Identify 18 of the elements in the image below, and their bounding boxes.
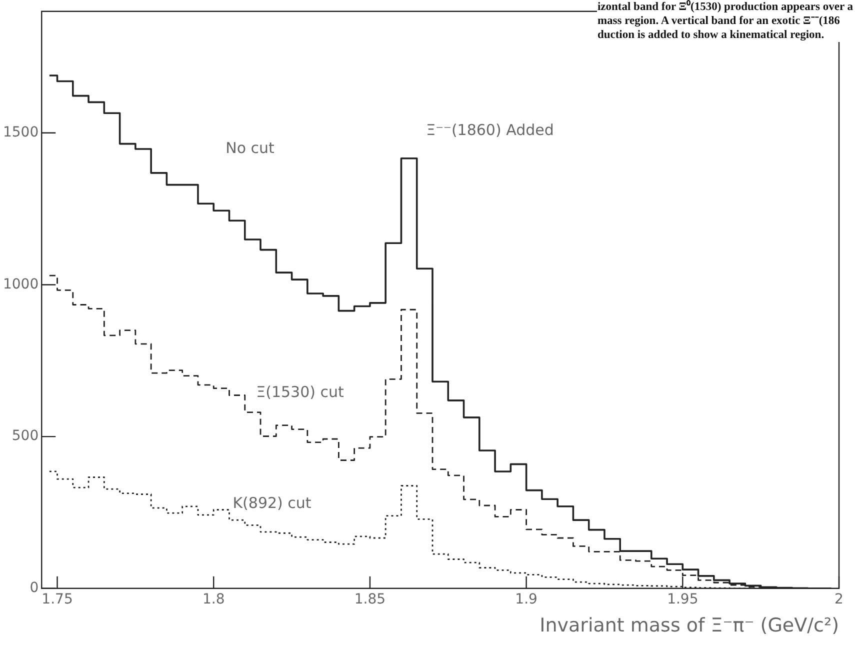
annotation: mass region. A vertical band for an exotic Ξ⁻⁻(186 (597, 14, 841, 28)
y-tick-label: 500 (12, 428, 39, 444)
y-tick-label: 0 (30, 580, 39, 596)
x-axis-title: Invariant mass of Ξ⁻π⁻ (GeV/c²) (540, 614, 839, 637)
x-tick-label: 1.85 (354, 591, 386, 608)
text: No cut (226, 139, 274, 157)
x-tick-label: 2 (834, 591, 844, 608)
x-tick-label: 1.95 (667, 591, 698, 608)
annotation: duction is added to show a kinematical region. (597, 28, 826, 42)
annotation: izontal band for Ξ⁰(1530) production appears over a (597, 0, 853, 14)
x-tick-label: 1.75 (42, 591, 73, 608)
series-label: K(892) cut (232, 494, 312, 512)
series-label: Ξ(1530) cut (256, 383, 344, 401)
y-tick-label: 1000 (2, 276, 39, 292)
x-tick-label: 1.9 (515, 591, 538, 608)
y-tick-label: 1500 (2, 124, 39, 141)
x-tick-label: 1.8 (202, 591, 225, 608)
annotation: Ξ⁻⁻(1860) Added (426, 121, 554, 139)
